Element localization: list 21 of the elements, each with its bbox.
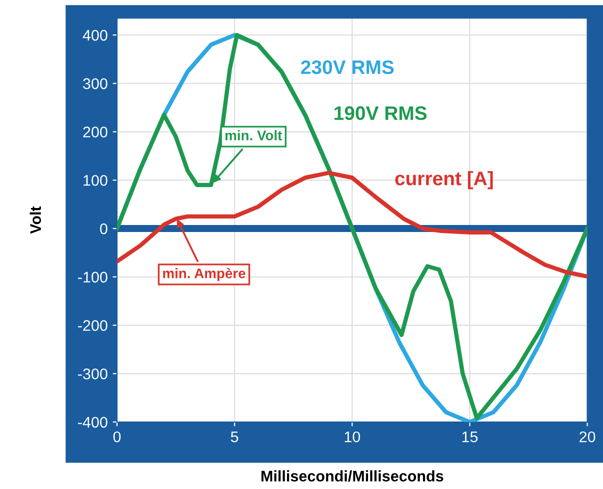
x-tick-label: 5 [230, 432, 238, 442]
series-label: 190V RMS [334, 106, 427, 120]
x-axis-title: Millisecondi/Milliseconds [261, 470, 444, 482]
x-tick-label: 20 [580, 431, 596, 442]
y-axis-title: Volt [30, 206, 42, 234]
x-tick-label: 15 [462, 432, 478, 442]
series-label: current [A] [395, 171, 493, 190]
x-tick-label: 10 [344, 431, 360, 442]
annotation: min. Ampère [163, 268, 246, 282]
y-tick-label: -300 [78, 368, 108, 380]
x-tick-label: 0 [113, 431, 121, 442]
y-tick-label: 0 [100, 223, 108, 234]
y-tick-label: -400 [78, 416, 108, 428]
y-tick-label: -200 [78, 320, 108, 331]
y-tick-label: 400 [82, 30, 108, 41]
series-label: 230V RMS [301, 60, 394, 74]
y-tick-label: -100 [78, 272, 108, 283]
annotation: min. Volt [225, 130, 282, 140]
y-tick-label: 300 [83, 78, 108, 90]
y-tick-label: 100 [84, 175, 108, 186]
y-tick-label: 200 [83, 126, 108, 138]
